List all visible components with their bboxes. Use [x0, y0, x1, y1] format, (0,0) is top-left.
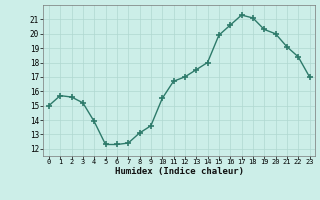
X-axis label: Humidex (Indice chaleur): Humidex (Indice chaleur): [115, 167, 244, 176]
